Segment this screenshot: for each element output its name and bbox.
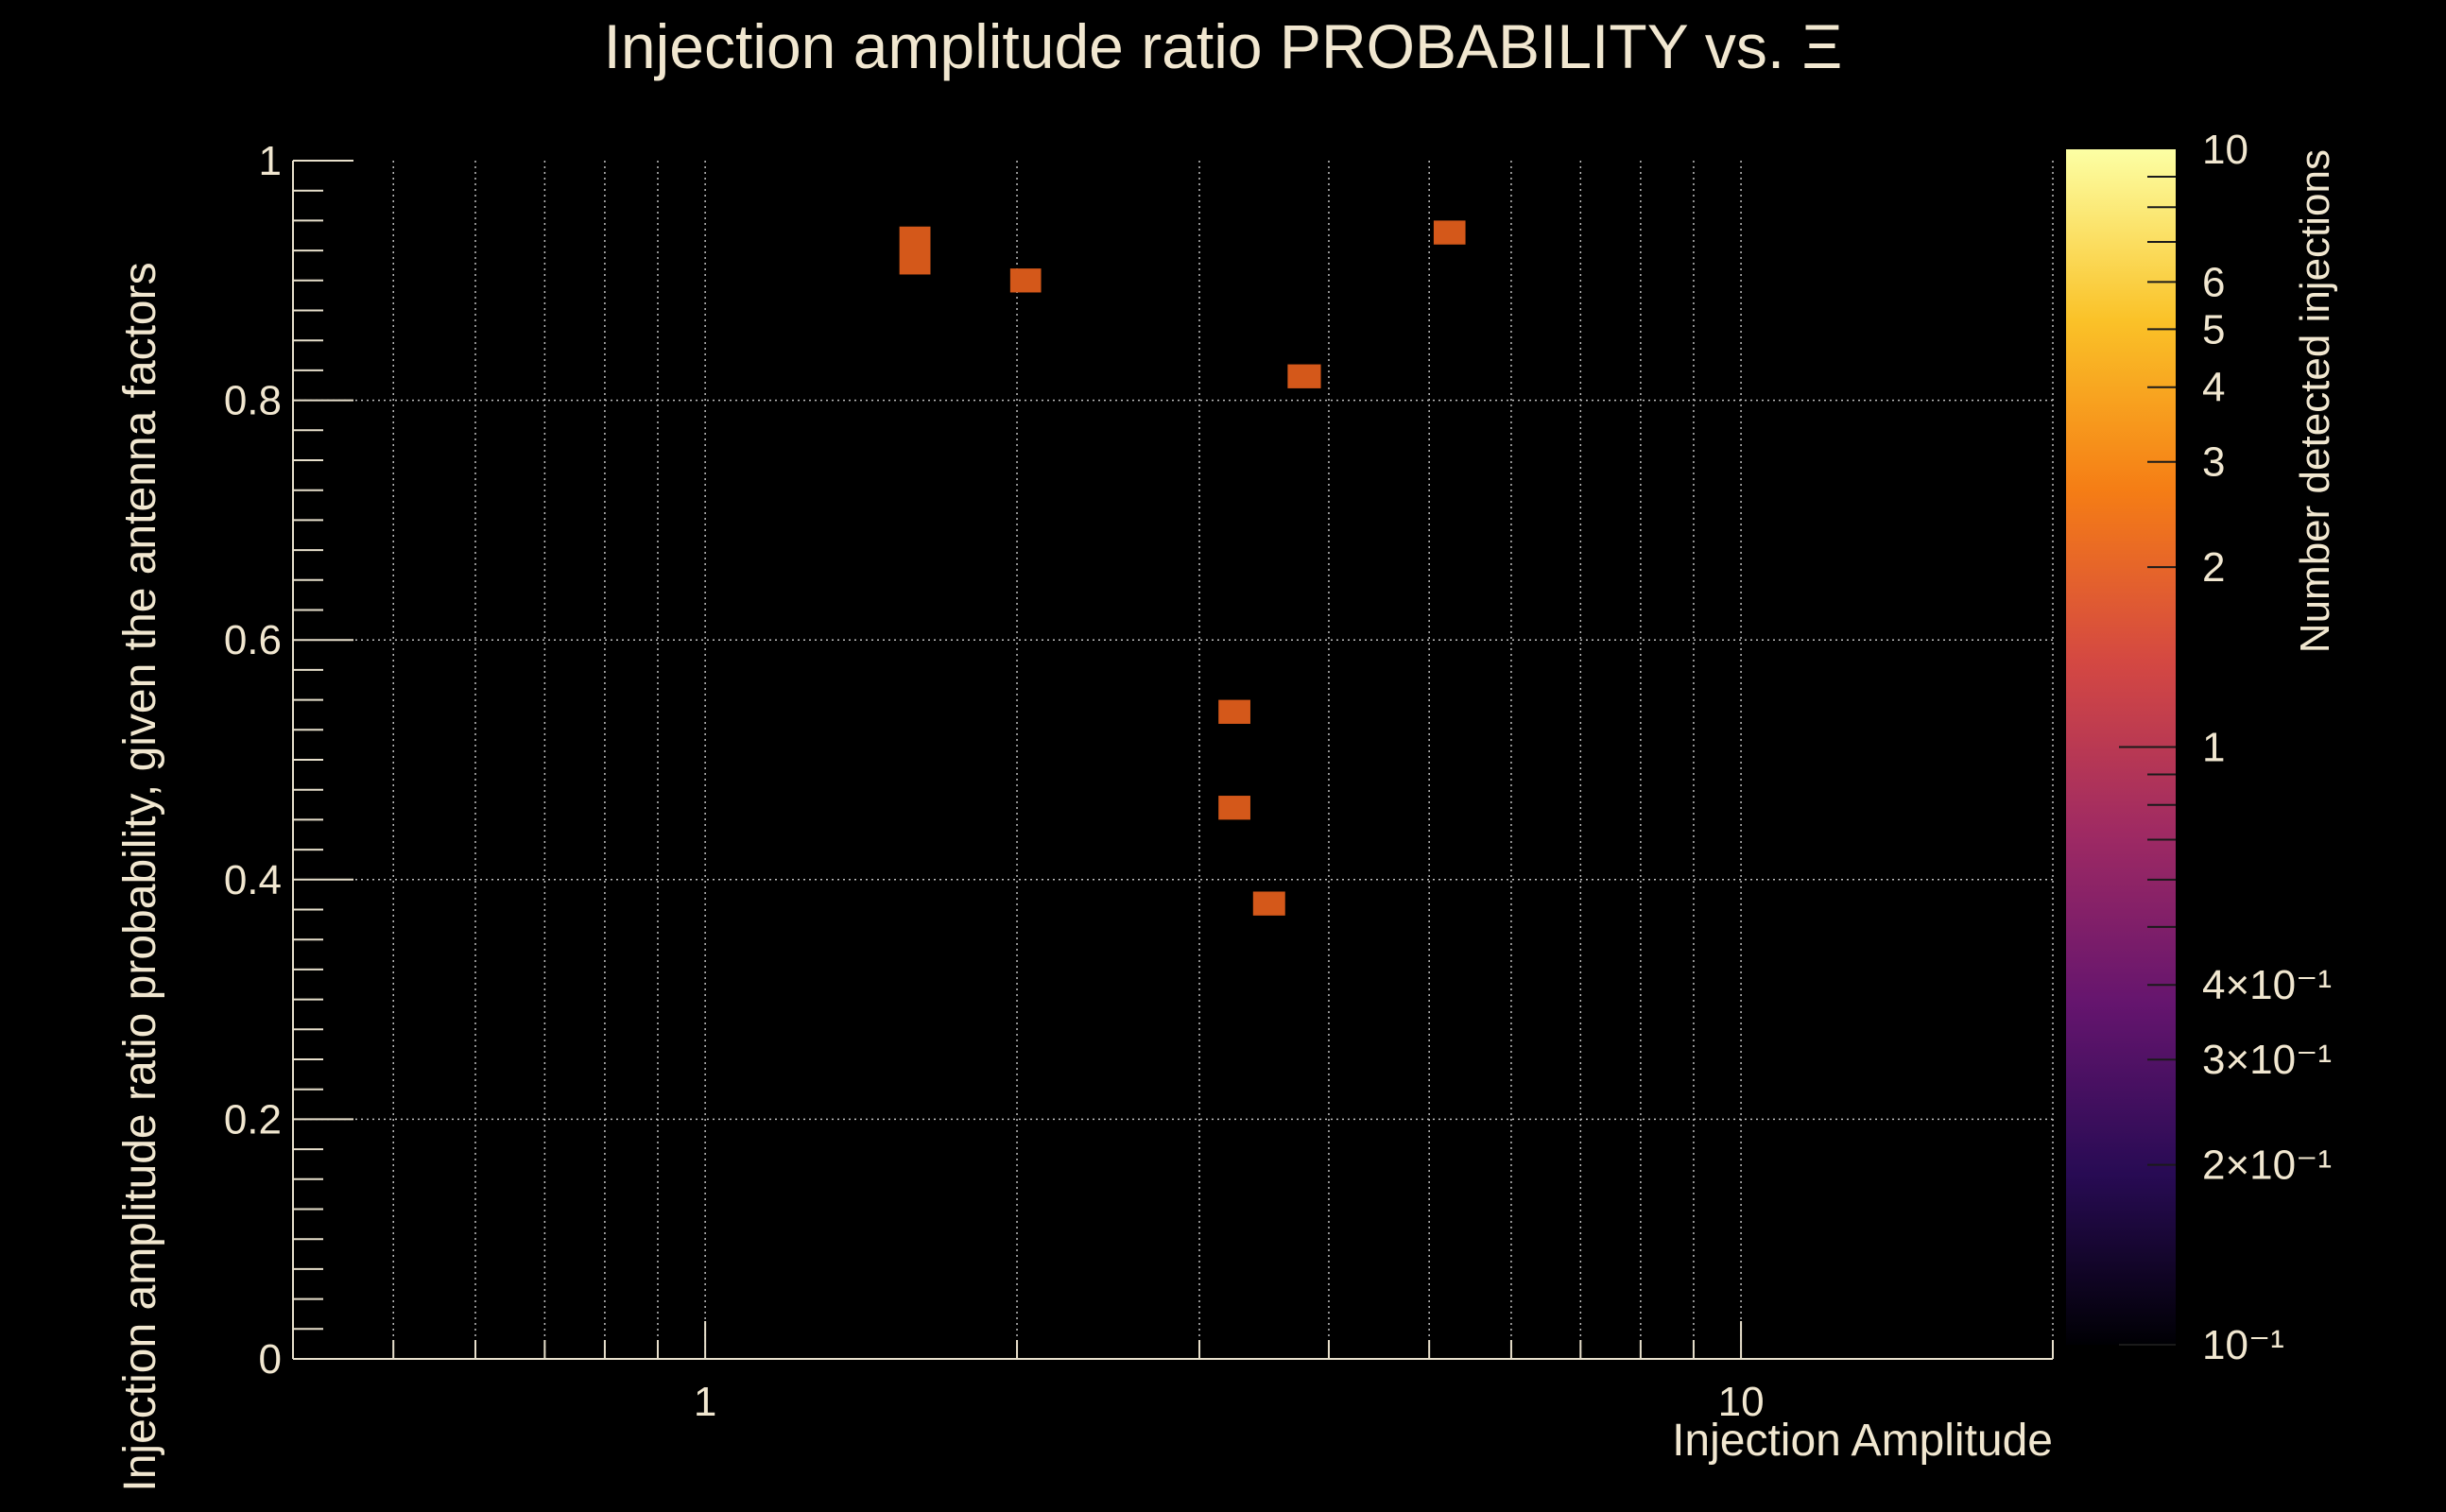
heatmap-cell: [1433, 220, 1466, 245]
y-axis-title: Injection amplitude ratio probability, g…: [115, 262, 165, 1491]
y-tick-label: 0: [259, 1336, 282, 1383]
chart-title: Injection amplitude ratio PROBABILITY vs…: [604, 11, 1843, 81]
colorbar-tick-label: 5: [2202, 306, 2225, 352]
y-tick-labels: 0 0.2 0.4 0.6 0.8 1: [224, 138, 282, 1383]
x-tick-label: 10: [1718, 1379, 1765, 1425]
heatmap-cell: [1218, 796, 1250, 820]
heatmap-cell: [1252, 891, 1285, 916]
colorbar-tick-label: 1: [2202, 725, 2225, 771]
y-tick-label: 0.6: [224, 617, 282, 663]
heatmap-cell: [1287, 364, 1321, 388]
axes: [292, 160, 2054, 1360]
heatmap-cell: [899, 226, 931, 275]
heatmap-cells: [899, 220, 1466, 916]
y-tick-label: 0.8: [224, 378, 282, 424]
colorbar-tick-label: 10: [2202, 127, 2248, 173]
x-tick-label: 1: [694, 1379, 716, 1425]
grid: [292, 161, 2054, 1359]
y-tick-label: 1: [259, 138, 282, 184]
colorbar-tick-label: 6: [2202, 259, 2225, 305]
y-tick-label: 0.4: [224, 857, 282, 903]
heatmap-cell: [1218, 699, 1250, 724]
colorbar-tick-label: 2×10⁻¹: [2202, 1143, 2332, 1189]
colorbar-ticks: 10 65 4 3 2 1 4×10⁻¹ 3×10⁻¹ 2×10⁻¹ 10⁻¹: [2119, 127, 2332, 1368]
colorbar-tick-label: 10⁻¹: [2202, 1322, 2284, 1368]
x-axis-title: Injection Amplitude: [1672, 1416, 2053, 1466]
colorbar-tick-label: 2: [2202, 544, 2225, 591]
colorbar-tick-label: 4: [2202, 365, 2225, 411]
heatmap-cell: [1009, 268, 1042, 293]
y-tick-label: 0.2: [224, 1096, 282, 1143]
x-tick-labels: 1 10: [694, 1379, 1765, 1425]
colorbar-tick-label: 3: [2202, 439, 2225, 486]
colorbar-title: Number detected injections: [2292, 149, 2338, 653]
colorbar-tick-label: 4×10⁻¹: [2202, 962, 2332, 1008]
colorbar-tick-label: 3×10⁻¹: [2202, 1037, 2332, 1083]
